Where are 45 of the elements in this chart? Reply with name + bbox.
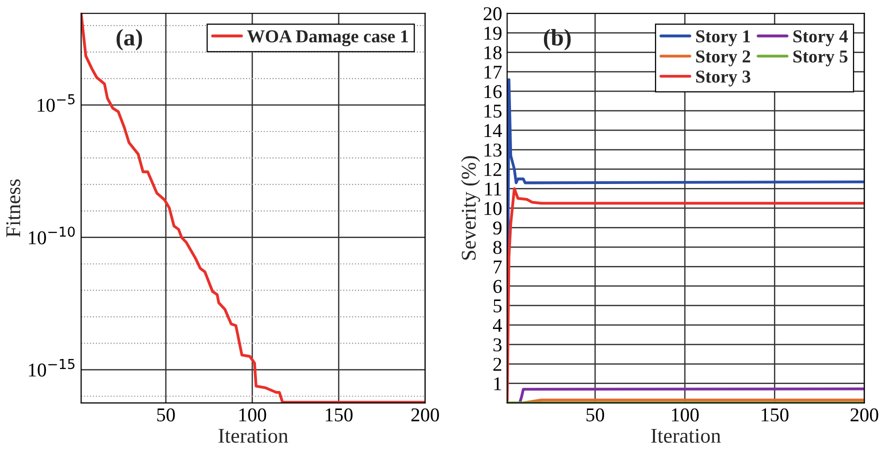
x-tick-label: 100: [239, 408, 266, 422]
y-tick-label: 10$^{−10}$: [28, 226, 75, 244]
x-axis-title: Iteration: [218, 428, 288, 443]
y-tick-label: 20: [484, 7, 502, 20]
legend-label: Story 1: [696, 30, 750, 46]
legend-label: Story 2: [696, 50, 750, 66]
y-axis-title: Severity (%): [461, 156, 480, 260]
y-tick-label: 9: [493, 221, 502, 235]
y-tick-label: 3: [493, 338, 502, 352]
x-tick-label: 100: [672, 408, 699, 422]
y-tick-label: 16: [484, 85, 502, 98]
legend-label: WOA Damage case 1: [247, 30, 408, 46]
y-tick-label: 10$^{−15}$: [28, 359, 74, 377]
y-tick-label: 10: [484, 202, 502, 216]
y-tick-label: 12: [484, 163, 502, 176]
y-tick-label: 10$^{−5}$: [38, 94, 75, 112]
y-tick-label: 1: [494, 377, 502, 390]
x-tick-label: 200: [411, 408, 439, 422]
y-tick-label: 2: [493, 358, 502, 371]
legend-label: Story 3: [696, 70, 750, 86]
y-tick-label: 14: [484, 124, 502, 137]
y-axis-title: Fitness: [6, 179, 20, 238]
annotation: (b): [544, 28, 571, 50]
y-tick-label: 7: [494, 260, 502, 274]
x-tick-label: 50: [157, 408, 175, 422]
y-tick-label: 17: [484, 66, 502, 79]
legend-label: Story 4: [793, 30, 848, 46]
y-tick-label: 8: [493, 240, 502, 254]
line-series: [81, 13, 426, 403]
x-tick-label: 50: [586, 408, 604, 422]
y-tick-label: 4: [492, 318, 502, 332]
y-tick-label: 11: [485, 182, 502, 196]
y-tick-label: 13: [484, 144, 502, 157]
y-tick-label: 6: [493, 280, 502, 293]
legend-label: Story 5: [793, 50, 848, 66]
y-tick-label: 5: [494, 300, 502, 312]
y-tick-label: 18: [484, 46, 502, 60]
annotation: (a): [116, 28, 142, 50]
x-tick-label: 150: [326, 408, 353, 422]
x-tick-label: 150: [762, 408, 788, 422]
y-tick-label: 15: [484, 104, 502, 118]
y-tick-label: 19: [484, 26, 502, 40]
x-axis-title: Iteration: [651, 428, 721, 443]
line-series: [518, 388, 864, 403]
x-tick-label: 200: [850, 408, 878, 422]
